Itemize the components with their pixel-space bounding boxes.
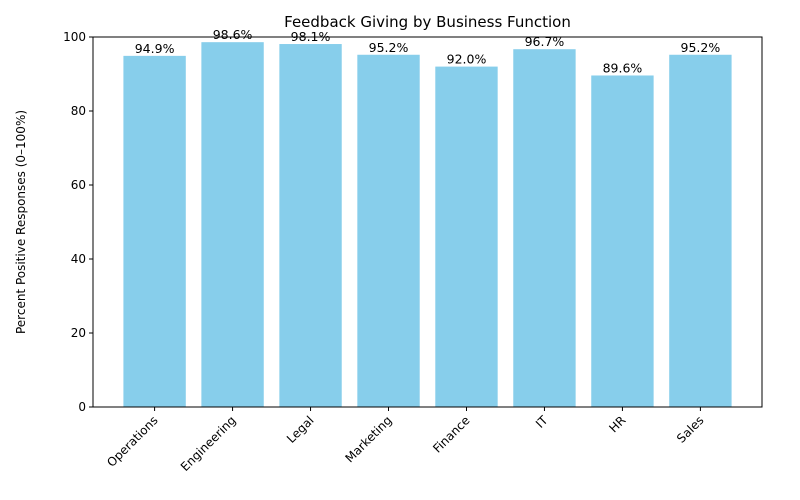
bar-operations bbox=[123, 55, 186, 408]
y-tick-label: 40 bbox=[71, 252, 86, 266]
data-label-operations: 94.9% bbox=[135, 41, 175, 56]
data-label-engineering: 98.6% bbox=[213, 27, 253, 42]
x-tick-label: Marketing bbox=[342, 413, 394, 465]
y-tick-label: 20 bbox=[71, 326, 86, 340]
x-tick-label: Sales bbox=[674, 413, 706, 445]
y-axis: 0 20 40 60 80 100 bbox=[63, 30, 93, 414]
y-tick-label: 60 bbox=[71, 178, 86, 192]
bar-hr bbox=[591, 75, 654, 407]
bar-finance bbox=[435, 66, 498, 407]
data-label-finance: 92.0% bbox=[447, 52, 487, 67]
x-axis: Operations Engineering Legal Marketing Finan… bbox=[104, 407, 707, 474]
y-tick-label: 80 bbox=[71, 104, 86, 118]
x-tick-label: IT bbox=[533, 413, 551, 431]
y-tick-label: 100 bbox=[63, 30, 86, 44]
data-label-it: 96.7% bbox=[525, 34, 565, 49]
y-tick-label: 0 bbox=[78, 400, 86, 414]
y-axis-label: Percent Positive Responses (0–100%) bbox=[14, 110, 28, 334]
bar-marketing bbox=[357, 54, 420, 407]
x-tick-label: Finance bbox=[430, 413, 472, 455]
x-tick-label: Operations bbox=[104, 413, 161, 470]
bar-sales bbox=[669, 54, 732, 407]
data-label-sales: 95.2% bbox=[681, 40, 721, 55]
x-tick-label: HR bbox=[606, 413, 628, 435]
data-label-hr: 89.6% bbox=[603, 60, 643, 75]
bar-legal bbox=[279, 44, 342, 407]
bar-it bbox=[513, 49, 576, 408]
data-label-marketing: 95.2% bbox=[369, 40, 409, 55]
x-tick-label: Engineering bbox=[178, 413, 239, 474]
chart-title: Feedback Giving by Business Function bbox=[284, 13, 571, 31]
bar-engineering bbox=[201, 42, 264, 408]
bars-group bbox=[123, 42, 732, 408]
x-tick-label: Legal bbox=[284, 413, 317, 446]
plot-frame bbox=[92, 36, 763, 408]
